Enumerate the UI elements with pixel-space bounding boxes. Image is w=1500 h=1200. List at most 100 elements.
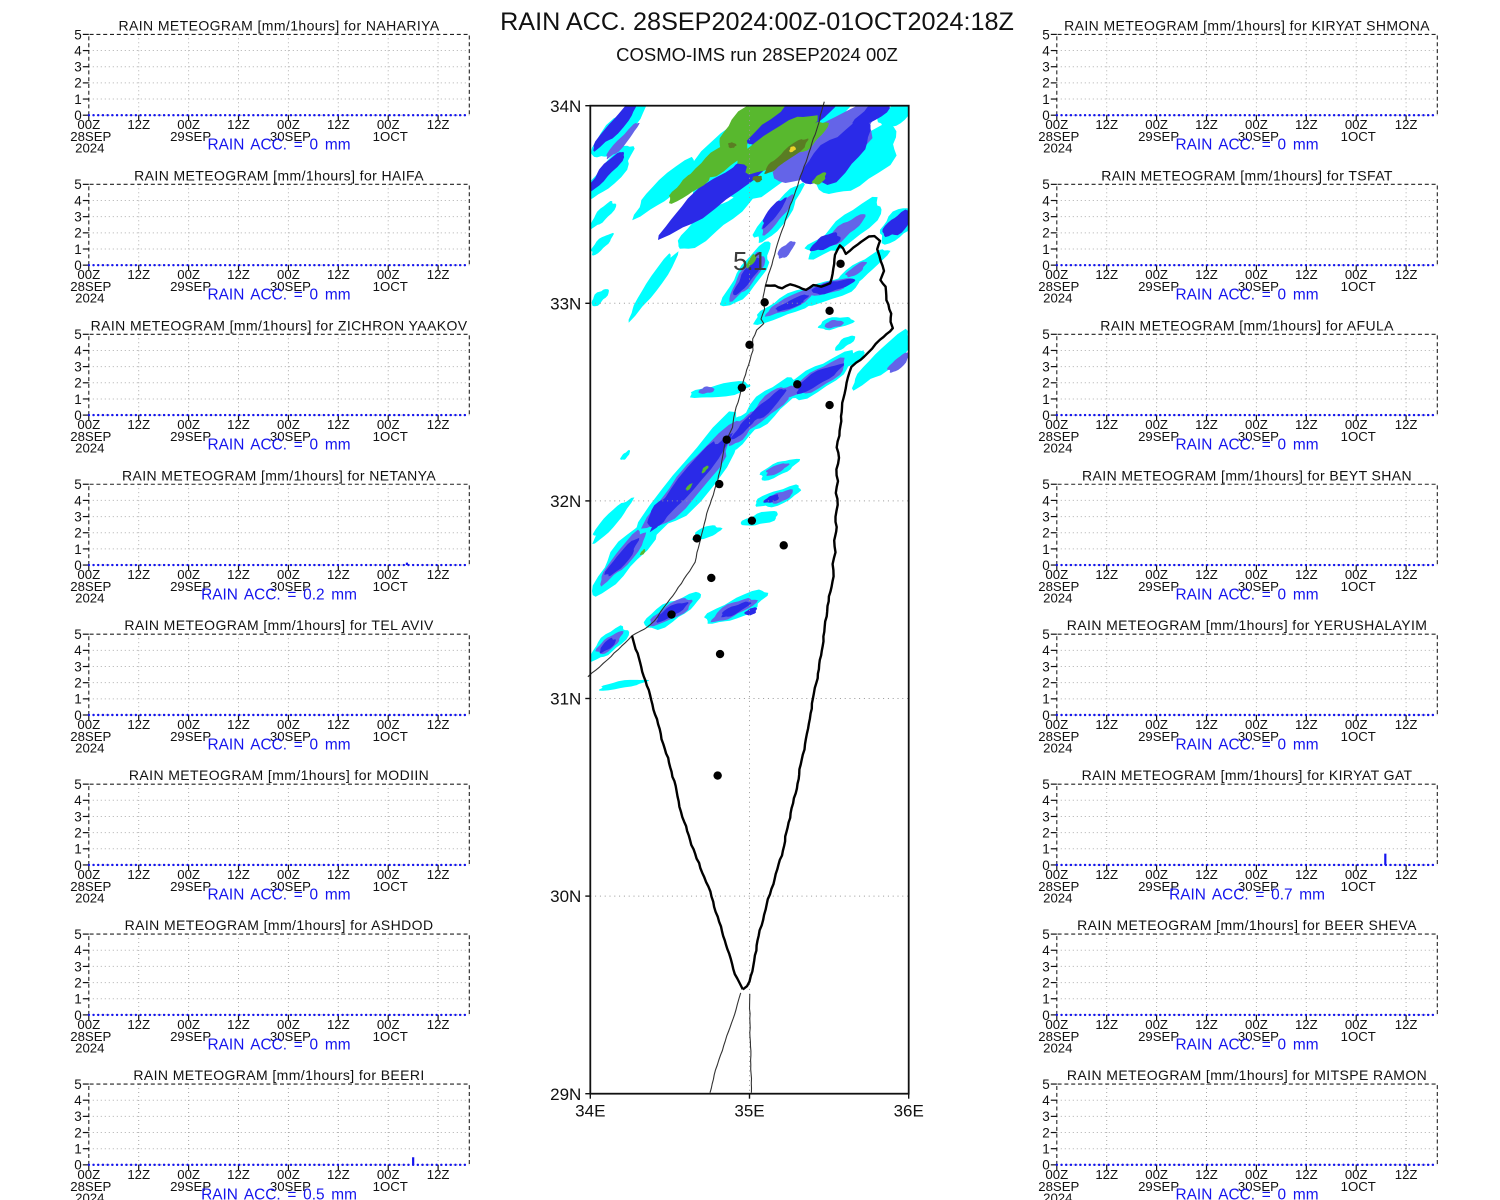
xtick-date: 28SEP bbox=[70, 729, 111, 744]
city-dot-9 bbox=[825, 306, 834, 316]
meteogram-title: RAIN METEOGRAM [mm/1hours] for BEER SHEV… bbox=[1077, 917, 1417, 933]
meteogram-title: RAIN METEOGRAM [mm/1hours] for BEYT SHAN bbox=[1082, 467, 1412, 483]
ytick-label: 4 bbox=[74, 493, 82, 508]
xtick-label: 12Z bbox=[427, 717, 450, 732]
xtick-label: 00Z bbox=[77, 1017, 100, 1032]
rain-acc-label: RAIN ACC. = 0.2 mm bbox=[201, 587, 357, 604]
ytick-label: 2 bbox=[74, 676, 82, 691]
shade-c bbox=[740, 511, 778, 526]
xtick-label: 00Z bbox=[77, 117, 100, 132]
xtick-label: 12Z bbox=[427, 867, 450, 882]
meteogram-panel-left-1: RAIN METEOGRAM [mm/1hours] for HAIFA0123… bbox=[70, 167, 471, 306]
xtick-year: 2024 bbox=[1043, 141, 1072, 156]
xtick-date: 1OCT bbox=[373, 1029, 408, 1044]
ytick-label: 4 bbox=[74, 943, 82, 958]
xtick-label: 12Z bbox=[327, 417, 350, 432]
ytick-label: 2 bbox=[74, 825, 82, 840]
ytick-label: 0 bbox=[74, 408, 82, 423]
ytick-label: 1 bbox=[74, 242, 82, 257]
xtick-label: 12Z bbox=[427, 1017, 450, 1032]
xtick-year: 2024 bbox=[1043, 890, 1072, 905]
xtick-label: 00Z bbox=[377, 1167, 400, 1182]
xtick-label: 12Z bbox=[1395, 567, 1418, 582]
xtick-label: 12Z bbox=[1395, 1017, 1418, 1032]
city-dot-15 bbox=[713, 771, 722, 780]
xtick-date: 1OCT bbox=[1341, 879, 1376, 894]
shade-p bbox=[761, 194, 794, 236]
xtick-date: 1OCT bbox=[1341, 1179, 1376, 1194]
meteogram-panel-left-6: RAIN METEOGRAM [mm/1hours] for ASHDOD012… bbox=[70, 917, 471, 1055]
xtick-date: 28SEP bbox=[70, 879, 111, 894]
xtick-date: 28SEP bbox=[1038, 279, 1079, 294]
ytick-label: 3 bbox=[74, 659, 82, 674]
xtick-date: 30SEP bbox=[1238, 429, 1279, 444]
shade-o bbox=[752, 175, 763, 183]
ytick-label: 1 bbox=[74, 692, 82, 707]
xtick-date: 1OCT bbox=[373, 129, 408, 144]
ytick-label: 5 bbox=[1042, 177, 1050, 192]
rain-acc-label: RAIN ACC. = 0 mm bbox=[1176, 587, 1319, 604]
ytick-label: 1 bbox=[1042, 842, 1050, 857]
shade-b bbox=[593, 105, 637, 152]
xtick-label: 00Z bbox=[177, 867, 200, 882]
xtick-label: 12Z bbox=[227, 1167, 250, 1182]
ytick-label: 3 bbox=[1042, 509, 1050, 524]
xtick-label: 00Z bbox=[1145, 417, 1168, 432]
xtick-label: 12Z bbox=[127, 867, 150, 882]
shade-c bbox=[590, 145, 635, 200]
xtick-label: 12Z bbox=[1095, 1017, 1118, 1032]
xtick-label: 00Z bbox=[77, 267, 100, 282]
xtick-label: 00Z bbox=[1345, 867, 1368, 882]
shade-c bbox=[592, 497, 635, 544]
xtick-label: 00Z bbox=[1145, 1167, 1168, 1182]
xtick-label: 12Z bbox=[1095, 117, 1118, 132]
xtick-label: 12Z bbox=[327, 867, 350, 882]
xtick-date: 30SEP bbox=[1238, 879, 1279, 894]
ytick-label: 4 bbox=[1042, 493, 1050, 508]
xtick-label: 00Z bbox=[1045, 417, 1068, 432]
xtick-date: 29SEP bbox=[170, 1179, 211, 1194]
xtick-label: 00Z bbox=[1345, 1017, 1368, 1032]
xtick-date: 29SEP bbox=[170, 879, 211, 894]
ytick-label: 1 bbox=[1042, 392, 1050, 407]
ytick-label: 0 bbox=[74, 1158, 82, 1173]
xtick-date: 29SEP bbox=[1138, 579, 1179, 594]
meteogram-title: RAIN METEOGRAM [mm/1hours] for MITSPE RA… bbox=[1067, 1067, 1427, 1083]
panel-frame bbox=[1056, 783, 1438, 865]
meteogram-title: RAIN METEOGRAM [mm/1hours] for MODIIN bbox=[129, 767, 429, 783]
ytick-label: 4 bbox=[74, 643, 82, 658]
xtick-label: 12Z bbox=[1195, 417, 1218, 432]
xtick-label: 00Z bbox=[1145, 117, 1168, 132]
ytick-label: 2 bbox=[1042, 975, 1050, 990]
meteogram-title: RAIN METEOGRAM [mm/1hours] for KIRYAT SH… bbox=[1064, 17, 1430, 33]
shade-c bbox=[835, 335, 856, 351]
xtick-label: 12Z bbox=[427, 117, 450, 132]
xtick-label: 12Z bbox=[327, 267, 350, 282]
panel-frame bbox=[88, 483, 470, 566]
panel-frame bbox=[1056, 1083, 1438, 1165]
shade-b bbox=[590, 151, 625, 192]
xtick-label: 12Z bbox=[1295, 417, 1318, 432]
xtick-date: 30SEP bbox=[1238, 279, 1279, 294]
shade-c bbox=[877, 105, 909, 128]
xtick-date: 29SEP bbox=[1138, 279, 1179, 294]
ytick-label: 0 bbox=[74, 708, 82, 723]
ytick-label: 4 bbox=[1042, 193, 1050, 208]
panel-frame bbox=[88, 33, 470, 116]
ytick-label: 2 bbox=[1042, 376, 1050, 391]
ytick-label: 4 bbox=[74, 1093, 82, 1108]
xtick-label: 12Z bbox=[227, 417, 250, 432]
xtick-label: 00Z bbox=[1245, 717, 1268, 732]
xtick-label: 12Z bbox=[127, 1167, 150, 1182]
city-dot-6 bbox=[692, 534, 702, 543]
ytick-label: 0 bbox=[1042, 858, 1050, 873]
ytick-label: 4 bbox=[74, 343, 82, 358]
ytick-label: 3 bbox=[74, 959, 82, 974]
shade-b bbox=[744, 607, 758, 616]
xtick-label: 00Z bbox=[77, 417, 100, 432]
xtick-label: 00Z bbox=[1345, 267, 1368, 282]
ytick-label: 5 bbox=[74, 477, 82, 492]
xtick-label: 00Z bbox=[1245, 1167, 1268, 1182]
xtick-label: 00Z bbox=[1145, 867, 1168, 882]
